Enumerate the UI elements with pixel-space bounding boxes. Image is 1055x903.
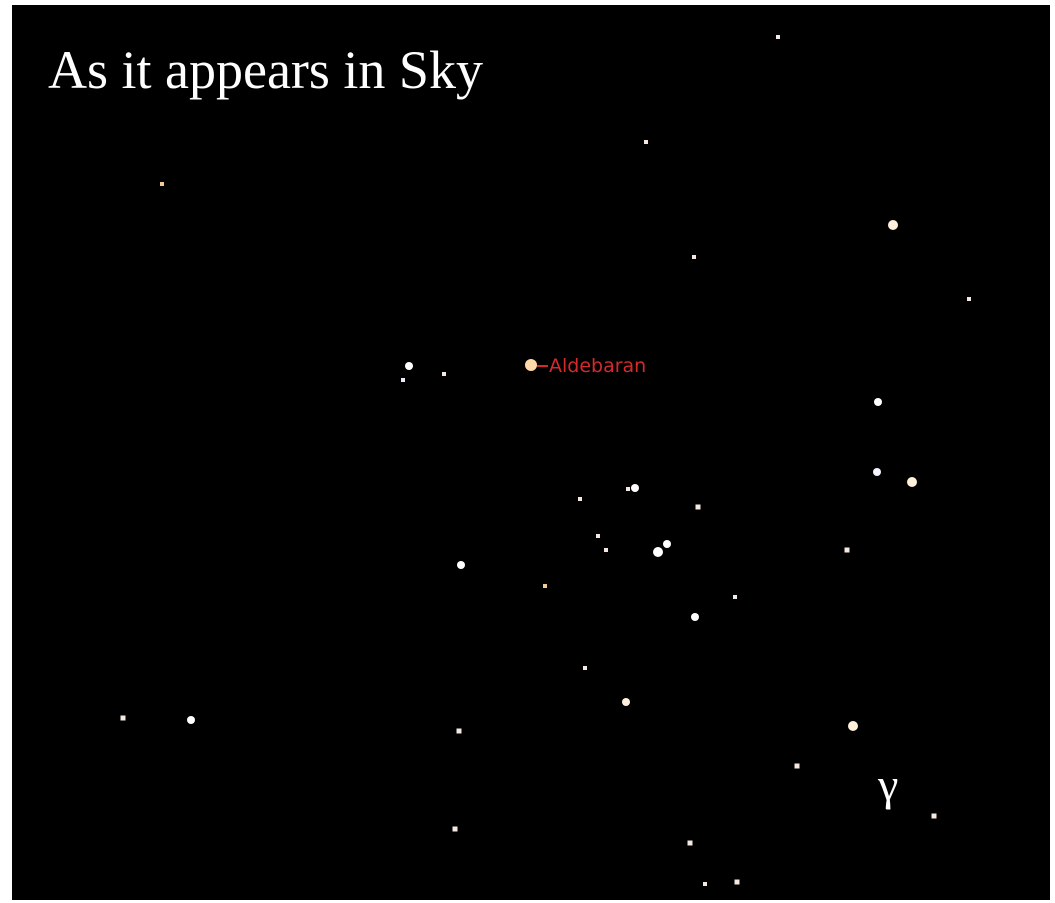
star — [794, 763, 800, 769]
star — [401, 378, 405, 382]
star — [457, 561, 465, 569]
star — [907, 477, 917, 487]
sky — [12, 5, 1050, 900]
star — [848, 721, 858, 731]
star — [663, 540, 671, 548]
star — [695, 504, 701, 510]
star — [873, 468, 881, 476]
star — [687, 840, 693, 846]
star — [967, 297, 971, 301]
star — [622, 698, 630, 706]
star — [583, 666, 587, 670]
greek-label: γ — [877, 759, 898, 810]
star — [543, 584, 547, 588]
star — [578, 497, 582, 501]
star — [691, 613, 699, 621]
star — [733, 595, 737, 599]
star — [703, 882, 707, 886]
star — [626, 487, 630, 491]
star — [631, 484, 639, 492]
star — [187, 716, 195, 724]
star — [653, 547, 663, 557]
star — [456, 728, 462, 734]
star — [692, 255, 696, 259]
star — [734, 879, 740, 885]
star-label: Aldebaran — [549, 355, 646, 377]
star — [874, 398, 882, 406]
star — [604, 548, 608, 552]
star — [596, 534, 600, 538]
star — [844, 547, 850, 553]
star — [931, 813, 937, 819]
star-field — [120, 35, 971, 886]
star — [644, 140, 648, 144]
star — [888, 220, 898, 230]
star — [160, 182, 164, 186]
star — [525, 359, 537, 371]
star — [120, 715, 126, 721]
title: As it appears in Sky — [48, 40, 483, 100]
star — [442, 372, 446, 376]
star — [405, 362, 413, 370]
star — [776, 35, 780, 39]
star — [452, 826, 458, 832]
